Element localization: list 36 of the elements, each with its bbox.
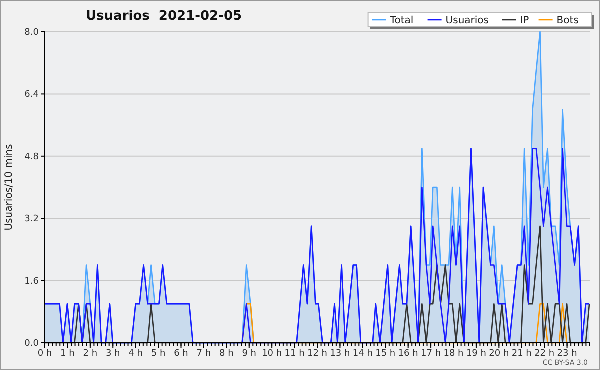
chart-title: Usuarios 2021-02-05 <box>86 9 242 24</box>
x-tick-label: 18 h <box>444 349 464 359</box>
x-tick-label: 23 h <box>557 349 578 359</box>
x-tick-label: 10 h <box>262 349 282 359</box>
y-tick-label: 8.0 <box>24 28 40 38</box>
y-tick-label: 1.6 <box>24 276 40 287</box>
x-tick-label: 13 h <box>330 349 350 359</box>
x-tick-label: 14 h <box>352 349 373 359</box>
x-tick-label: 5 h <box>151 349 166 359</box>
x-tick-label: 12 h <box>307 349 328 359</box>
y-tick-label: 0.0 <box>24 339 40 349</box>
legend-label: Total <box>389 16 414 26</box>
y-tick-label: 3.2 <box>24 214 39 225</box>
x-tick-label: 21 h <box>512 349 532 359</box>
x-tick-label: 6 h <box>174 349 188 359</box>
legend-label: Usuarios <box>446 16 490 26</box>
x-tick-label: 11 h <box>284 349 305 359</box>
x-tick-label: 9 h <box>242 349 257 359</box>
x-tick-label: 15 h <box>376 349 396 359</box>
y-axis-title: Usuarios/10 mins <box>4 144 15 231</box>
x-tick-label: 22 h <box>534 349 555 359</box>
x-tick-label: 20 h <box>489 349 510 359</box>
x-tick-label: 2 h <box>83 349 98 359</box>
x-tick-label: 3 h <box>106 349 120 359</box>
x-tick-label: 1 h <box>60 349 75 359</box>
x-tick-label: 7 h <box>196 349 212 359</box>
y-tick-label: 6.4 <box>24 90 40 100</box>
x-tick-label: 0 h <box>38 349 52 359</box>
x-tick-label: 16 h <box>398 349 418 359</box>
y-tick-label: 4.8 <box>24 152 40 162</box>
x-tick-label: 8 h <box>220 349 234 359</box>
x-tick-label: 4 h <box>128 349 143 359</box>
legend-label: IP <box>520 16 530 26</box>
legend-label: Bots <box>556 16 579 26</box>
x-tick-label: 19 h <box>466 349 486 359</box>
x-tick-label: 17 h <box>421 349 442 359</box>
